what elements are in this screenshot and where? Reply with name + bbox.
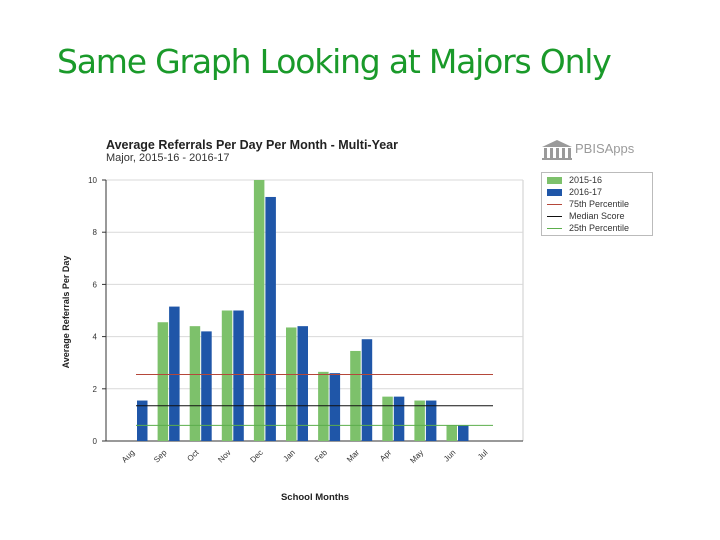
y-axis-label: Average Referrals Per Day	[61, 256, 71, 369]
y-tick-label: 2	[93, 385, 98, 394]
bar-aug-series-2	[137, 400, 148, 441]
bar-may-series-1	[414, 400, 425, 441]
chart-subtitle: Major, 2015-16 - 2016-17	[106, 152, 230, 164]
y-tick-label: 0	[93, 437, 98, 446]
bar-oct-series-2	[201, 331, 212, 441]
legend-swatch-series-2	[547, 189, 562, 196]
building-columns-icon	[542, 140, 572, 160]
legend-swatch-75th	[547, 204, 562, 205]
bar-dec-series-2	[265, 196, 276, 441]
x-axis-label: School Months	[281, 492, 349, 503]
legend-item-median: Median Score	[542, 211, 652, 223]
x-tick-label: Jun	[442, 448, 457, 463]
chart-title: Average Referrals Per Day Per Month - Mu…	[106, 138, 398, 152]
bar-apr-series-1	[382, 396, 393, 441]
chart-legend: 2015-16 2016-17 75th Percentile Median S…	[541, 172, 653, 236]
x-tick-label: Nov	[216, 448, 232, 464]
bar-feb-series-2	[329, 373, 341, 441]
logo-text: PBISApps	[575, 141, 635, 156]
bar-nov-series-1	[221, 310, 233, 441]
y-tick-label: 6	[93, 280, 98, 289]
y-tick-label: 4	[93, 333, 98, 342]
bar-sep-series-1	[157, 322, 169, 441]
legend-label: 2016-17	[569, 187, 603, 197]
legend-label: 75th Percentile	[569, 199, 630, 209]
legend-swatch-series-1	[547, 177, 562, 184]
legend-label: 2015-16	[569, 175, 603, 185]
x-tick-label: Apr	[378, 448, 393, 463]
x-tick-label: Feb	[313, 448, 330, 465]
bar-dec-series-1	[253, 180, 265, 441]
bar-may-series-2	[425, 400, 437, 441]
legend-item-75th-percentile: 75th Percentile	[542, 199, 652, 211]
bar-jan-series-2	[297, 326, 308, 441]
bar-nov-series-2	[233, 310, 244, 441]
bar-sep-series-2	[169, 306, 180, 441]
x-tick-label: Oct	[185, 448, 201, 464]
legend-swatch-median	[547, 216, 562, 217]
bar-jun-series-1	[446, 425, 457, 441]
bar-oct-series-1	[189, 326, 201, 441]
x-tick-label: Dec	[248, 448, 264, 464]
bar-apr-series-2	[393, 396, 405, 441]
y-tick-label: 8	[93, 228, 98, 237]
slide-title: Same Graph Looking at Majors Only	[57, 42, 612, 81]
bar-mar-series-2	[361, 339, 373, 441]
pbisapps-logo: PBISApps	[541, 139, 656, 161]
x-tick-label: Sep	[152, 448, 169, 465]
x-tick-label: Jan	[281, 448, 296, 463]
legend-item-series-2: 2016-17	[542, 187, 652, 199]
bar-mar-series-1	[350, 350, 361, 441]
bar-jan-series-1	[286, 327, 297, 441]
y-tick-label: 10	[88, 176, 97, 185]
legend-label: Median Score	[569, 211, 625, 221]
legend-item-25th-percentile: 25th Percentile	[542, 223, 652, 235]
x-tick-label: Mar	[345, 448, 361, 464]
x-tick-label: Aug	[120, 448, 136, 464]
legend-item-series-1: 2015-16	[542, 175, 652, 187]
bar-feb-series-1	[318, 371, 329, 441]
legend-swatch-25th	[547, 228, 562, 229]
x-tick-label: Jul	[476, 448, 490, 462]
legend-label: 25th Percentile	[569, 223, 630, 233]
bar-jun-series-2	[458, 425, 469, 441]
x-tick-label: May	[408, 448, 425, 465]
